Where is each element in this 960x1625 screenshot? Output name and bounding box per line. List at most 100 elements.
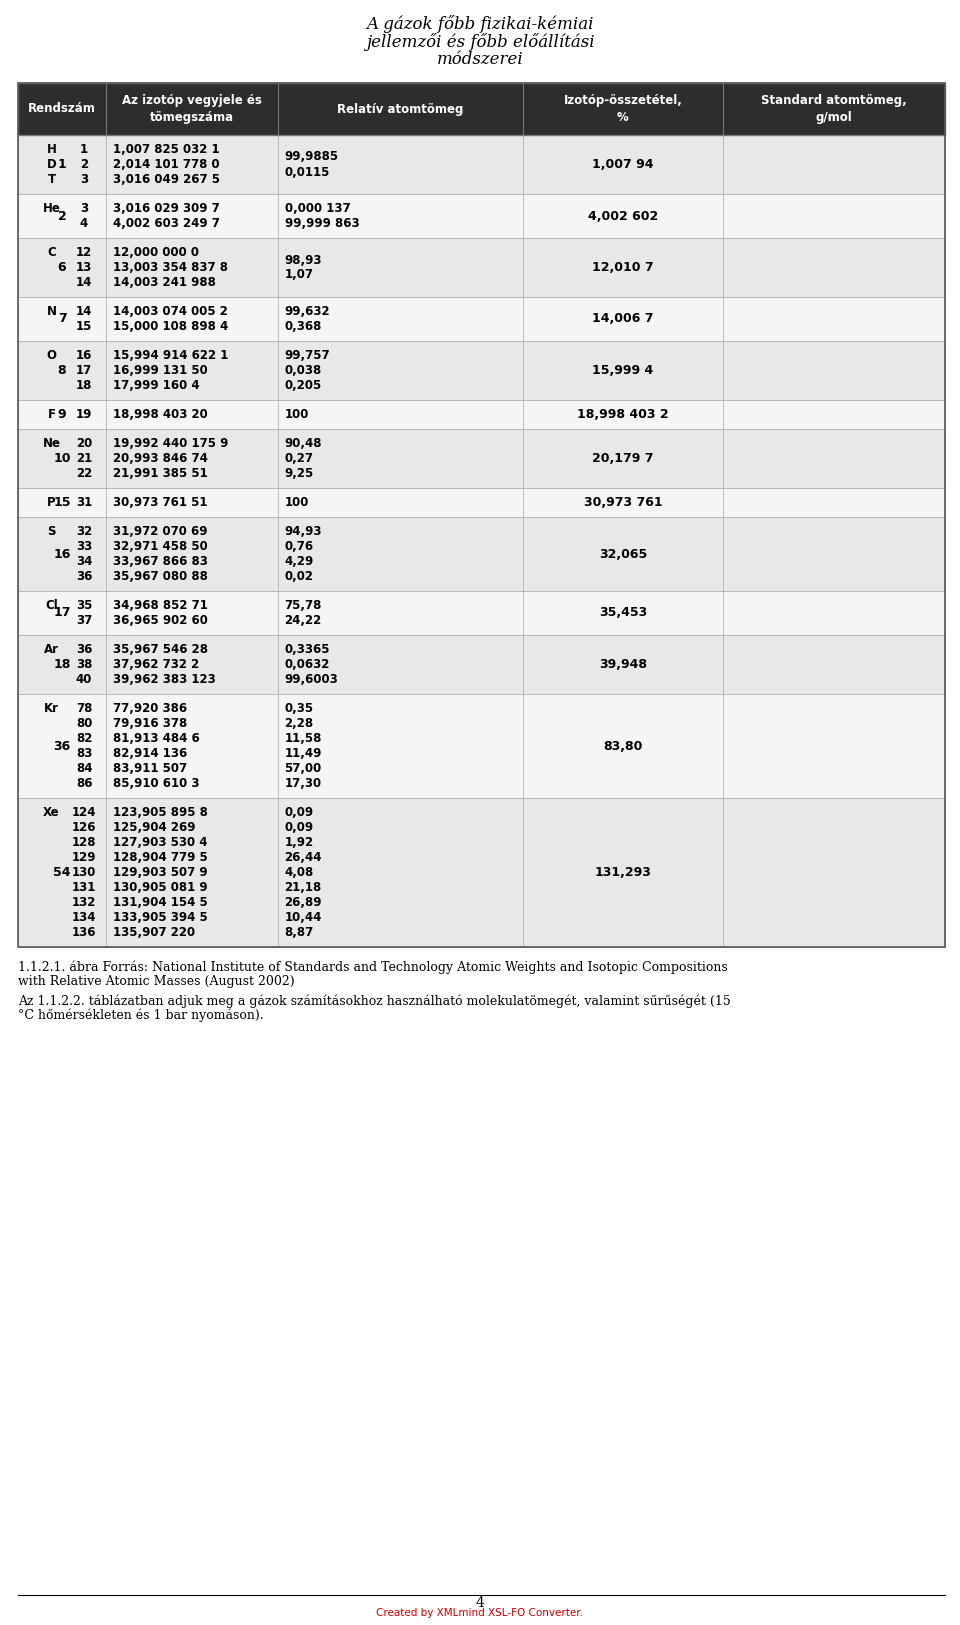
Text: 20: 20 — [76, 437, 92, 450]
Text: 129,903 507 9: 129,903 507 9 — [113, 866, 207, 879]
Text: N: N — [46, 306, 57, 318]
Text: 0,205: 0,205 — [284, 379, 322, 392]
Text: 15: 15 — [76, 320, 92, 333]
Text: 100: 100 — [284, 408, 309, 421]
Text: 132: 132 — [72, 895, 96, 908]
Text: Cl: Cl — [45, 600, 58, 613]
Text: 82: 82 — [76, 731, 92, 744]
Text: He: He — [42, 202, 60, 214]
Text: 13,003 354 837 8: 13,003 354 837 8 — [113, 262, 228, 275]
Text: 9,25: 9,25 — [284, 466, 314, 479]
Text: 7: 7 — [58, 312, 66, 325]
Text: 131,904 154 5: 131,904 154 5 — [113, 895, 207, 908]
Text: 1,92: 1,92 — [284, 835, 314, 848]
Text: 16: 16 — [54, 548, 71, 561]
Text: 2,014 101 778 0: 2,014 101 778 0 — [113, 158, 220, 171]
Text: 20,179 7: 20,179 7 — [592, 452, 654, 465]
Text: 81,913 484 6: 81,913 484 6 — [113, 731, 200, 744]
Text: módszerei: módszerei — [437, 50, 523, 68]
Text: 75,78: 75,78 — [284, 600, 322, 613]
Text: 21,18: 21,18 — [284, 881, 322, 894]
Text: 17,30: 17,30 — [284, 777, 322, 790]
Text: 13: 13 — [76, 262, 92, 275]
Text: 134: 134 — [72, 912, 96, 925]
Text: 15,000 108 898 4: 15,000 108 898 4 — [113, 320, 228, 333]
Text: 126: 126 — [72, 821, 96, 834]
Text: 15,999 4: 15,999 4 — [592, 364, 654, 377]
Bar — [18, 517, 945, 592]
Text: O: O — [46, 349, 57, 362]
Text: 0,09: 0,09 — [284, 821, 314, 834]
Text: 16: 16 — [76, 349, 92, 362]
Text: 83,911 507: 83,911 507 — [113, 762, 187, 775]
Bar — [18, 798, 945, 947]
Text: 99,999 863: 99,999 863 — [284, 218, 359, 231]
Text: Rendszám: Rendszám — [28, 102, 96, 115]
Text: Ar: Ar — [44, 644, 59, 656]
Text: 6: 6 — [58, 262, 66, 275]
Text: 0,35: 0,35 — [284, 702, 314, 715]
Text: Izotóp-összetétel,
%: Izotóp-összetétel, % — [564, 94, 683, 124]
Text: 14: 14 — [76, 306, 92, 318]
Text: 32: 32 — [76, 525, 92, 538]
Text: 14,006 7: 14,006 7 — [592, 312, 654, 325]
Text: F: F — [47, 408, 56, 421]
Text: 18,998 403 20: 18,998 403 20 — [113, 408, 207, 421]
Text: 85,910 610 3: 85,910 610 3 — [113, 777, 200, 790]
Text: 18,998 403 2: 18,998 403 2 — [577, 408, 669, 421]
Text: 35: 35 — [76, 600, 92, 613]
Text: Az izotóp vegyjele és
tömegszáma: Az izotóp vegyjele és tömegszáma — [122, 94, 262, 124]
Text: 133,905 394 5: 133,905 394 5 — [113, 912, 207, 925]
Text: with Relative Atomic Masses (August 2002): with Relative Atomic Masses (August 2002… — [18, 975, 295, 988]
Text: 130,905 081 9: 130,905 081 9 — [113, 881, 207, 894]
Text: 34: 34 — [76, 556, 92, 569]
Text: jellemzői és főbb előállítási: jellemzői és főbb előállítási — [366, 32, 594, 50]
Text: 129: 129 — [72, 852, 96, 864]
Text: 35,453: 35,453 — [599, 606, 647, 619]
Text: 77,920 386: 77,920 386 — [113, 702, 187, 715]
Text: 36: 36 — [54, 739, 71, 752]
Text: 2: 2 — [80, 158, 88, 171]
Text: 125,904 269: 125,904 269 — [113, 821, 196, 834]
Text: 83,80: 83,80 — [603, 739, 642, 752]
Text: 39,948: 39,948 — [599, 658, 647, 671]
Text: 3,016 049 267 5: 3,016 049 267 5 — [113, 172, 220, 185]
Bar — [18, 400, 945, 429]
Text: 99,632: 99,632 — [284, 306, 330, 318]
Bar — [18, 297, 945, 341]
Text: 0,27: 0,27 — [284, 452, 314, 465]
Text: 15,994 914 622 1: 15,994 914 622 1 — [113, 349, 228, 362]
Text: 11,49: 11,49 — [284, 748, 322, 760]
Text: 26,89: 26,89 — [284, 895, 322, 908]
Text: 32,065: 32,065 — [599, 548, 647, 561]
Text: Created by XMLmind XSL-FO Converter.: Created by XMLmind XSL-FO Converter. — [376, 1609, 584, 1618]
Bar — [18, 83, 945, 135]
Text: 17: 17 — [54, 606, 71, 619]
Text: 79,916 378: 79,916 378 — [113, 717, 187, 730]
Text: 22: 22 — [76, 466, 92, 479]
Text: 57,00: 57,00 — [284, 762, 322, 775]
Bar — [18, 83, 945, 947]
Text: 2: 2 — [58, 210, 66, 223]
Text: 12,000 000 0: 12,000 000 0 — [113, 245, 199, 258]
Text: 84: 84 — [76, 762, 92, 775]
Text: 3: 3 — [80, 172, 88, 185]
Text: 1,07: 1,07 — [284, 268, 314, 281]
Text: 19: 19 — [76, 408, 92, 421]
Text: 131: 131 — [72, 881, 96, 894]
Bar — [18, 341, 945, 400]
Text: 1: 1 — [58, 158, 66, 171]
Text: 82,914 136: 82,914 136 — [113, 748, 187, 760]
Text: 3,016 029 309 7: 3,016 029 309 7 — [113, 202, 220, 214]
Bar — [18, 237, 945, 297]
Text: 99,9885: 99,9885 — [284, 151, 339, 164]
Text: 16,999 131 50: 16,999 131 50 — [113, 364, 207, 377]
Text: 12: 12 — [76, 245, 92, 258]
Text: 14: 14 — [76, 276, 92, 289]
Text: A gázok főbb fizikai-kémiai: A gázok főbb fizikai-kémiai — [367, 15, 593, 32]
Text: D: D — [47, 158, 57, 171]
Text: T: T — [47, 172, 56, 185]
Text: 1,007 825 032 1: 1,007 825 032 1 — [113, 143, 220, 156]
Text: 86: 86 — [76, 777, 92, 790]
Text: 21: 21 — [76, 452, 92, 465]
